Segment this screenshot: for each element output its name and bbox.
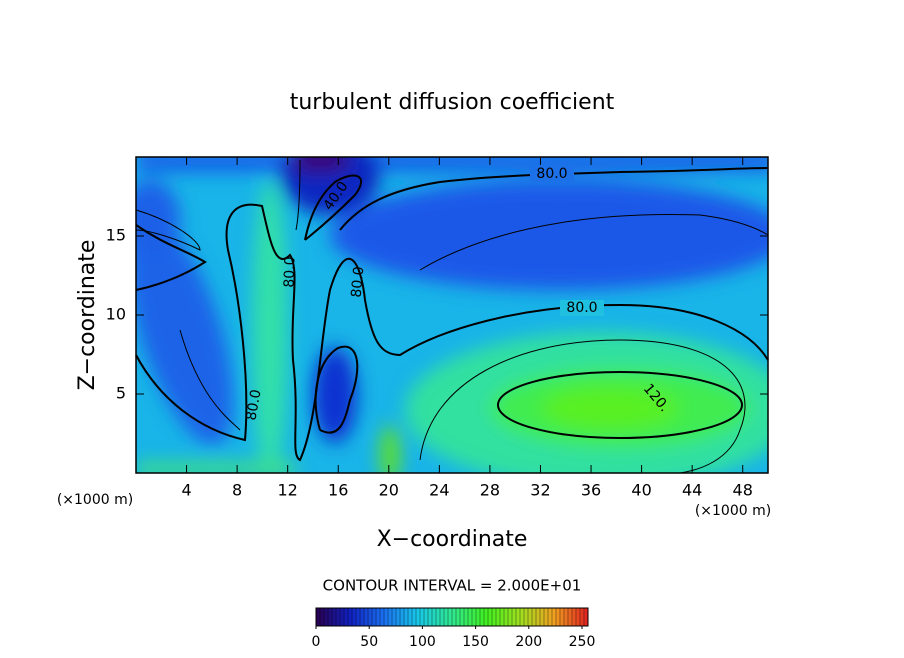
contour-label: 80.0: [281, 256, 298, 288]
y-tick-label: 5: [116, 384, 126, 403]
x-tick-label: 48: [733, 481, 753, 500]
x-tick-label: 28: [480, 481, 500, 500]
x-tick-label: 20: [379, 481, 399, 500]
contour-interval: CONTOUR INTERVAL = 2.000E+01: [323, 577, 582, 595]
x-tick-label: 32: [530, 481, 550, 500]
colorbar-tick-label: 50: [360, 634, 378, 650]
colorbar-tick-label: 200: [515, 634, 542, 650]
contour-line: [497, 371, 743, 439]
colorbar: [315, 607, 589, 627]
contour-label: 80.0: [536, 166, 567, 182]
y-axis-label: Z−coordinate: [75, 240, 100, 391]
field: [136, 157, 768, 473]
y-unit: (×1000 m): [57, 492, 133, 508]
x-tick-label: 44: [682, 481, 702, 500]
contour-line: [135, 224, 207, 291]
contour-line: [135, 203, 769, 462]
contour-label: 80.0: [349, 266, 368, 298]
colorbar-tick-label: 250: [569, 634, 596, 650]
contour-labels: 80.0 80.0 40.0 80.0 80.0 80.0 120.: [243, 166, 672, 422]
x-tick-label: 16: [328, 481, 348, 500]
x-tick-label: 4: [181, 481, 191, 500]
colorbar-tick-label: 0: [312, 634, 321, 650]
contour-line: [314, 345, 359, 434]
x-tick-label: 40: [631, 481, 651, 500]
y-tick-label: 10: [106, 305, 126, 324]
colorbar-tick-label: 150: [462, 634, 489, 650]
colorbar-tick-label: 100: [409, 634, 436, 650]
contour-label: 80.0: [243, 388, 264, 421]
x-tick-label: 8: [232, 481, 242, 500]
x-axis-label: X−coordinate: [377, 527, 528, 552]
y-tick-label: 15: [106, 226, 126, 245]
x-tick-label: 12: [278, 481, 298, 500]
x-tick-label: 36: [581, 481, 601, 500]
x-unit: (×1000 m): [695, 503, 771, 519]
contour-line: [304, 174, 362, 241]
contour-label: 80.0: [566, 300, 597, 316]
x-tick-label: 24: [429, 481, 449, 500]
chart-title: turbulent diffusion coefficient: [290, 90, 615, 115]
